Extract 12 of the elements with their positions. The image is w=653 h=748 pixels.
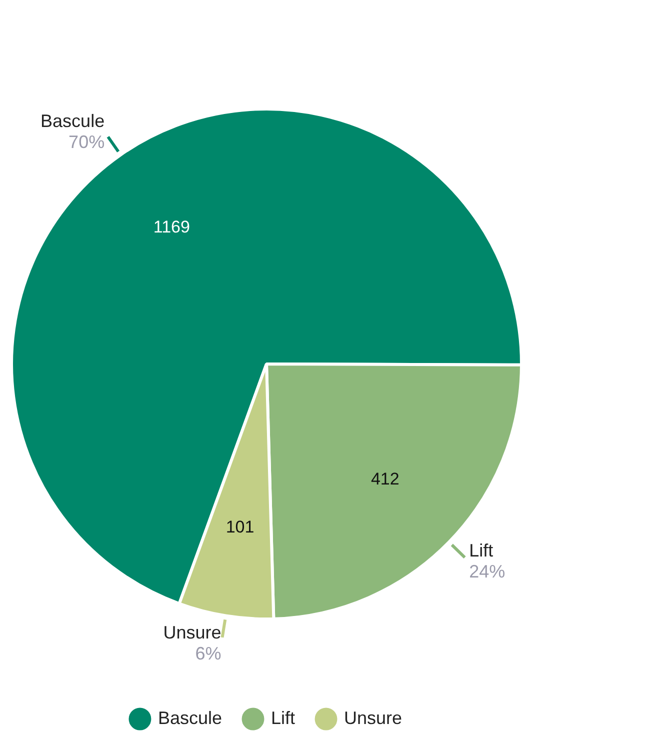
legend-label: Lift (271, 708, 296, 728)
text: 70% (68, 132, 105, 152)
data-label: 412 (370, 469, 400, 488)
slice-label: Bascule (40, 110, 105, 131)
text: 6% (195, 643, 222, 664)
text: 24% (469, 562, 506, 582)
legend-label: Unsure (344, 708, 402, 728)
data-label: 101 (226, 517, 254, 536)
slice-label: Unsure (163, 622, 222, 642)
slice-label: Lift (469, 540, 494, 561)
data-label: 1169 (153, 218, 190, 237)
legend-label: Bascule (158, 708, 222, 728)
